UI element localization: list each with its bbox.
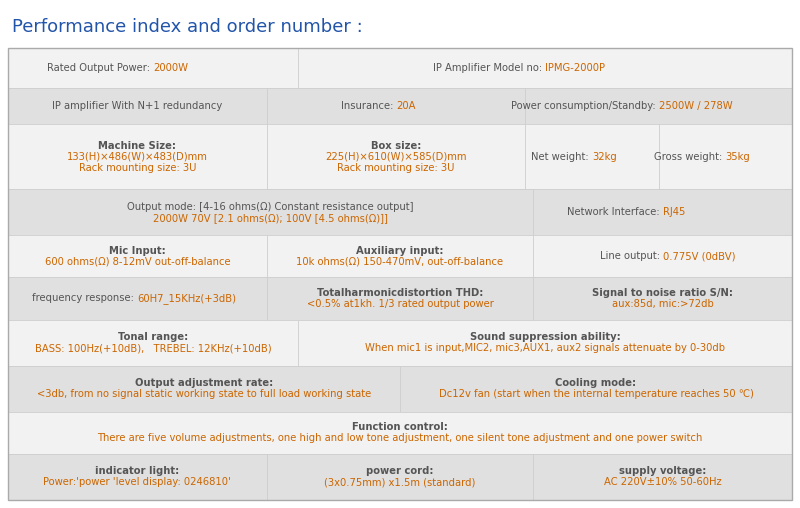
Text: AC 220V±10% 50-60Hz: AC 220V±10% 50-60Hz [604,478,722,488]
Text: Insurance:: Insurance: [341,102,396,111]
Text: RJ45: RJ45 [662,207,685,217]
Text: 133(H)×486(W)×483(D)mm: 133(H)×486(W)×483(D)mm [67,152,208,162]
Text: 2500W / 278W: 2500W / 278W [658,102,732,111]
Bar [266,454,534,500]
Bar [8,48,792,500]
Text: Output mode: [4-16 ohms(Ω) Constant resistance output]: Output mode: [4-16 ohms(Ω) Constant resi… [127,202,414,212]
Text: IP Amplifier Model no:: IP Amplifier Model no: [433,63,545,73]
Text: 32kg: 32kg [592,152,617,162]
Text: Mic Input:: Mic Input: [109,246,166,256]
Text: 20A: 20A [396,102,415,111]
Text: Box size:: Box size: [371,141,422,151]
Bar [8,320,298,366]
Text: 10k ohms(Ω) 150-470mV, out-off-balance: 10k ohms(Ω) 150-470mV, out-off-balance [297,257,503,267]
Text: power cord:: power cord: [366,466,434,477]
Text: Rated Output Power:: Rated Output Power: [47,63,153,73]
Text: Net weight:: Net weight: [531,152,592,162]
Bar [266,235,534,277]
Text: Tonal range:: Tonal range: [118,332,188,342]
Text: Power:'power 'level display: 0246810': Power:'power 'level display: 0246810' [43,478,231,488]
Bar [400,366,792,412]
Bar [8,235,266,277]
Text: IP amplifier With N+1 redundancy: IP amplifier With N+1 redundancy [52,102,222,111]
Text: 0.775V (0dBV): 0.775V (0dBV) [662,251,735,261]
Bar [8,189,534,235]
Text: Machine Size:: Machine Size: [98,141,176,151]
Text: Sound suppression ability:: Sound suppression ability: [470,332,621,342]
Text: Totalharmonicdistortion THD:: Totalharmonicdistortion THD: [317,288,483,298]
Text: Gross weight:: Gross weight: [654,152,726,162]
Text: aux:85d, mic:>72db: aux:85d, mic:>72db [612,299,714,309]
Bar [534,277,792,320]
Bar [266,277,534,320]
Text: Rack mounting size: 3U: Rack mounting size: 3U [338,163,455,173]
Text: Network Interface:: Network Interface: [567,207,662,217]
Bar [8,48,298,88]
Text: 225(H)×610(W)×585(D)mm: 225(H)×610(W)×585(D)mm [326,152,467,162]
Text: There are five volume adjustments, one high and low tone adjustment, one silent : There are five volume adjustments, one h… [98,433,702,443]
Text: 2000W 70V [2.1 ohms(Ω); 100V [4.5 ohms(Ω)]]: 2000W 70V [2.1 ohms(Ω); 100V [4.5 ohms(Ω… [154,213,388,223]
Text: When mic1 is input,MIC2, mic3,AUX1, aux2 signals attenuate by 0-30db: When mic1 is input,MIC2, mic3,AUX1, aux2… [365,343,725,353]
Bar [658,124,792,189]
Bar [8,412,792,454]
Bar [526,88,792,124]
Bar [8,366,400,412]
Bar [266,88,526,124]
Text: 60H7_15KHz(+3dB): 60H7_15KHz(+3dB) [138,293,236,304]
Text: <3db, from no signal static working state to full load working state: <3db, from no signal static working stat… [37,389,371,399]
Bar [8,88,266,124]
Text: indicator light:: indicator light: [95,466,179,477]
Text: supply voltage:: supply voltage: [619,466,706,477]
Bar [526,124,658,189]
Text: (3x0.75mm) x1.5m (standard): (3x0.75mm) x1.5m (standard) [324,478,476,488]
Text: Performance index and order number :: Performance index and order number : [12,18,362,36]
Bar [534,189,792,235]
Text: BASS: 100Hz(+10dB),   TREBEL: 12KHz(+10dB): BASS: 100Hz(+10dB), TREBEL: 12KHz(+10dB) [34,343,271,353]
Bar [266,124,526,189]
Text: Auxiliary input:: Auxiliary input: [356,246,444,256]
Text: <0.5% at1kh. 1/3 rated output power: <0.5% at1kh. 1/3 rated output power [306,299,494,309]
Text: frequency response:: frequency response: [32,294,138,303]
Text: Rack mounting size: 3U: Rack mounting size: 3U [78,163,196,173]
Bar [534,235,792,277]
Text: Cooling mode:: Cooling mode: [555,378,637,388]
Text: 600 ohms(Ω) 8-12mV out-off-balance: 600 ohms(Ω) 8-12mV out-off-balance [45,257,230,267]
Text: Power consumption/Standby:: Power consumption/Standby: [511,102,658,111]
Text: 2000W: 2000W [153,63,188,73]
Text: Signal to noise ratio S/N:: Signal to noise ratio S/N: [592,288,733,298]
Bar [534,454,792,500]
Bar [298,320,792,366]
Text: Line output:: Line output: [599,251,662,261]
Bar [8,277,266,320]
Bar [298,48,792,88]
Text: Function control:: Function control: [352,422,448,432]
Bar [8,454,266,500]
Text: Output adjustment rate:: Output adjustment rate: [135,378,273,388]
Bar [8,124,266,189]
Text: 35kg: 35kg [726,152,750,162]
Text: Dc12v fan (start when the internal temperature reaches 50 ℃): Dc12v fan (start when the internal tempe… [438,389,754,399]
Text: IPMG-2000P: IPMG-2000P [545,63,605,73]
